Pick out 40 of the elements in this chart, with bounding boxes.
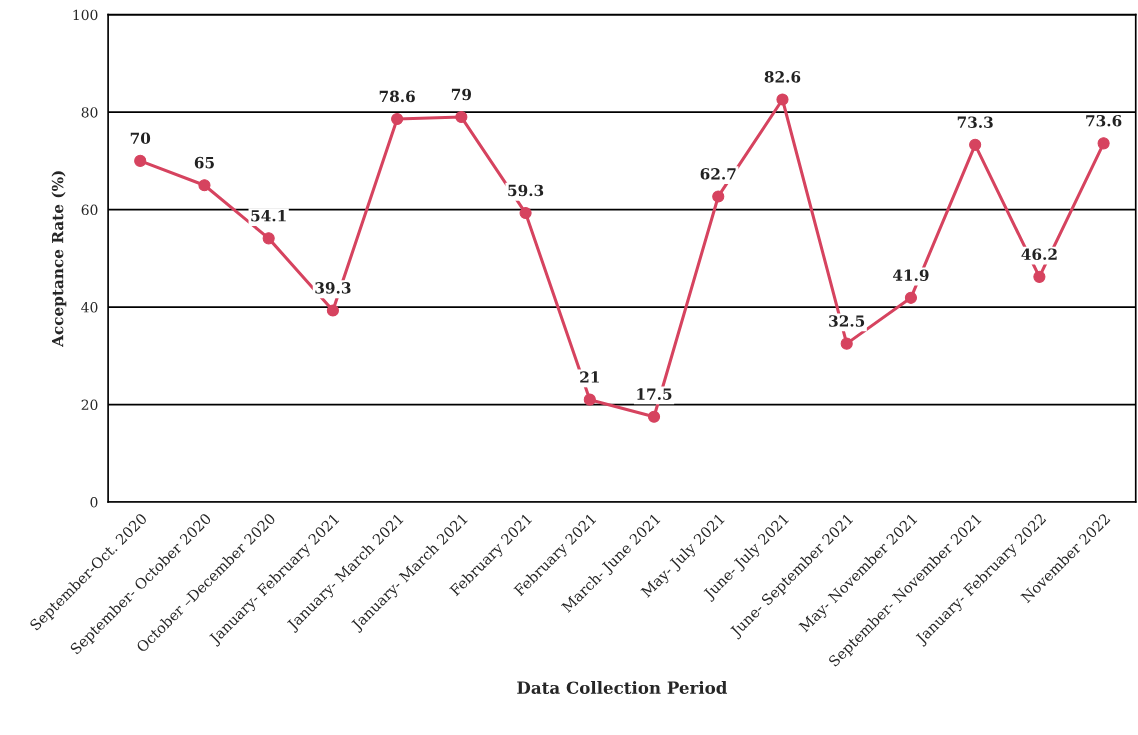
- data-label: 54.1: [251, 209, 286, 222]
- y-tick-label: 0: [90, 496, 98, 508]
- data-label: 59.3: [508, 184, 544, 197]
- data-label: 39.3: [315, 282, 351, 294]
- y-tick-label: 100: [73, 9, 98, 21]
- data-label: 78.6: [379, 90, 415, 103]
- point: [326, 304, 339, 317]
- data-label: 32.5: [829, 315, 865, 327]
- point: [198, 179, 211, 192]
- point: [840, 337, 853, 350]
- data-label: 70: [130, 132, 151, 145]
- point: [969, 138, 982, 151]
- y-tick-label: 40: [81, 302, 98, 313]
- y-tick-label: 20: [81, 399, 98, 411]
- data-label: 73.3: [957, 116, 993, 128]
- point: [519, 206, 532, 220]
- point: [1033, 270, 1046, 283]
- point: [1097, 137, 1110, 150]
- point: [904, 291, 918, 304]
- data-label: 65: [194, 156, 214, 169]
- data-label: 17.5: [637, 388, 672, 400]
- point: [391, 112, 404, 126]
- data-label: 46.2: [1021, 248, 1057, 261]
- point: [583, 393, 596, 406]
- data-label: 21: [580, 371, 599, 383]
- x-axis-title: Data Collection Period: [517, 681, 728, 694]
- y-axis-title: Acceptance Rate (%): [51, 171, 67, 348]
- point: [647, 410, 661, 423]
- point: [455, 110, 468, 124]
- point: [712, 190, 725, 203]
- data-label: 79: [451, 88, 472, 101]
- y-tick-label: 60: [81, 204, 98, 216]
- point: [262, 232, 275, 245]
- data-label: 73.6: [1086, 114, 1122, 127]
- data-label: 41.9: [892, 269, 929, 281]
- point: [134, 154, 147, 167]
- data-label: 82.6: [764, 71, 801, 83]
- y-tick-label: 80: [81, 107, 98, 118]
- point: [776, 93, 789, 106]
- data-label: 62.7: [700, 168, 736, 180]
